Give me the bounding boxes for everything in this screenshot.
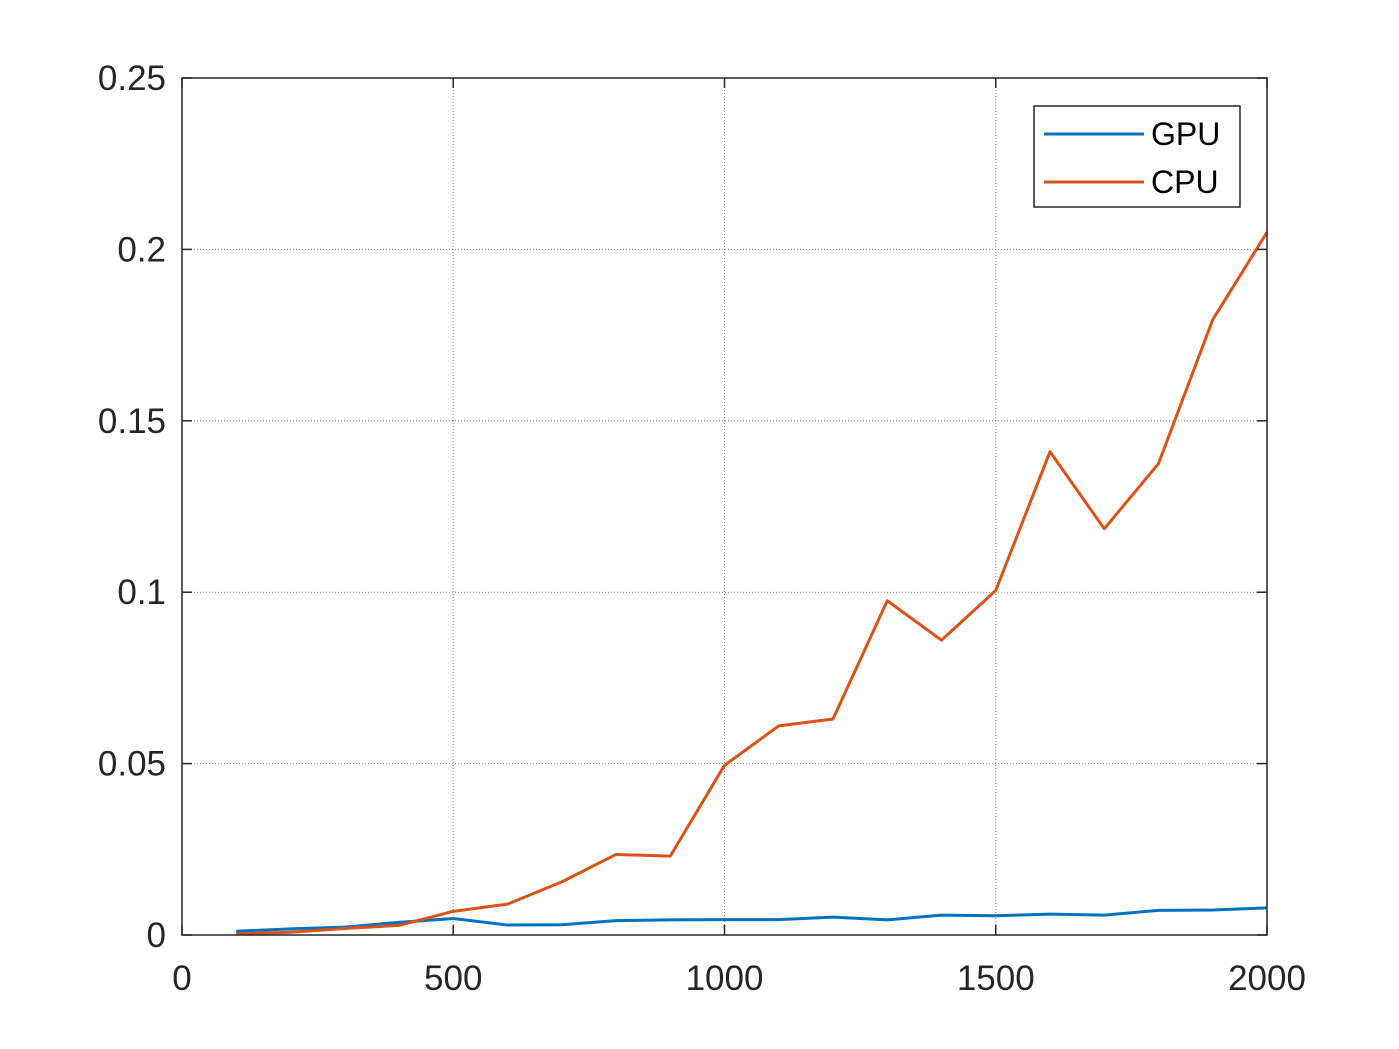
y-tick-label: 0.15	[98, 402, 166, 441]
series-line-cpu	[236, 231, 1269, 936]
legend-box	[1033, 105, 1241, 208]
x-tick-labels: 0 500 1000 1500 2000	[172, 959, 1306, 998]
tick-marks	[181, 77, 1268, 936]
series-layer	[236, 231, 1269, 936]
y-tick-label: 0.25	[98, 59, 166, 98]
legend-label-cpu: CPU	[1151, 164, 1219, 200]
y-tick-labels: 0 0.05 0.1 0.15 0.2 0.25	[98, 59, 166, 955]
x-tick-label: 500	[424, 959, 482, 998]
y-tick-label: 0.05	[98, 745, 166, 784]
x-tick-label: 1500	[957, 959, 1035, 998]
legend-label-gpu: GPU	[1151, 116, 1220, 152]
x-tick-label: 1000	[686, 959, 764, 998]
grid-lines	[182, 78, 1267, 935]
x-tick-label: 2000	[1228, 959, 1306, 998]
legend: GPU CPU	[1033, 105, 1241, 208]
x-tick-label: 0	[172, 959, 191, 998]
y-tick-label: 0	[147, 916, 166, 955]
y-tick-label: 0.1	[117, 573, 166, 612]
y-tick-label: 0.2	[117, 230, 166, 269]
